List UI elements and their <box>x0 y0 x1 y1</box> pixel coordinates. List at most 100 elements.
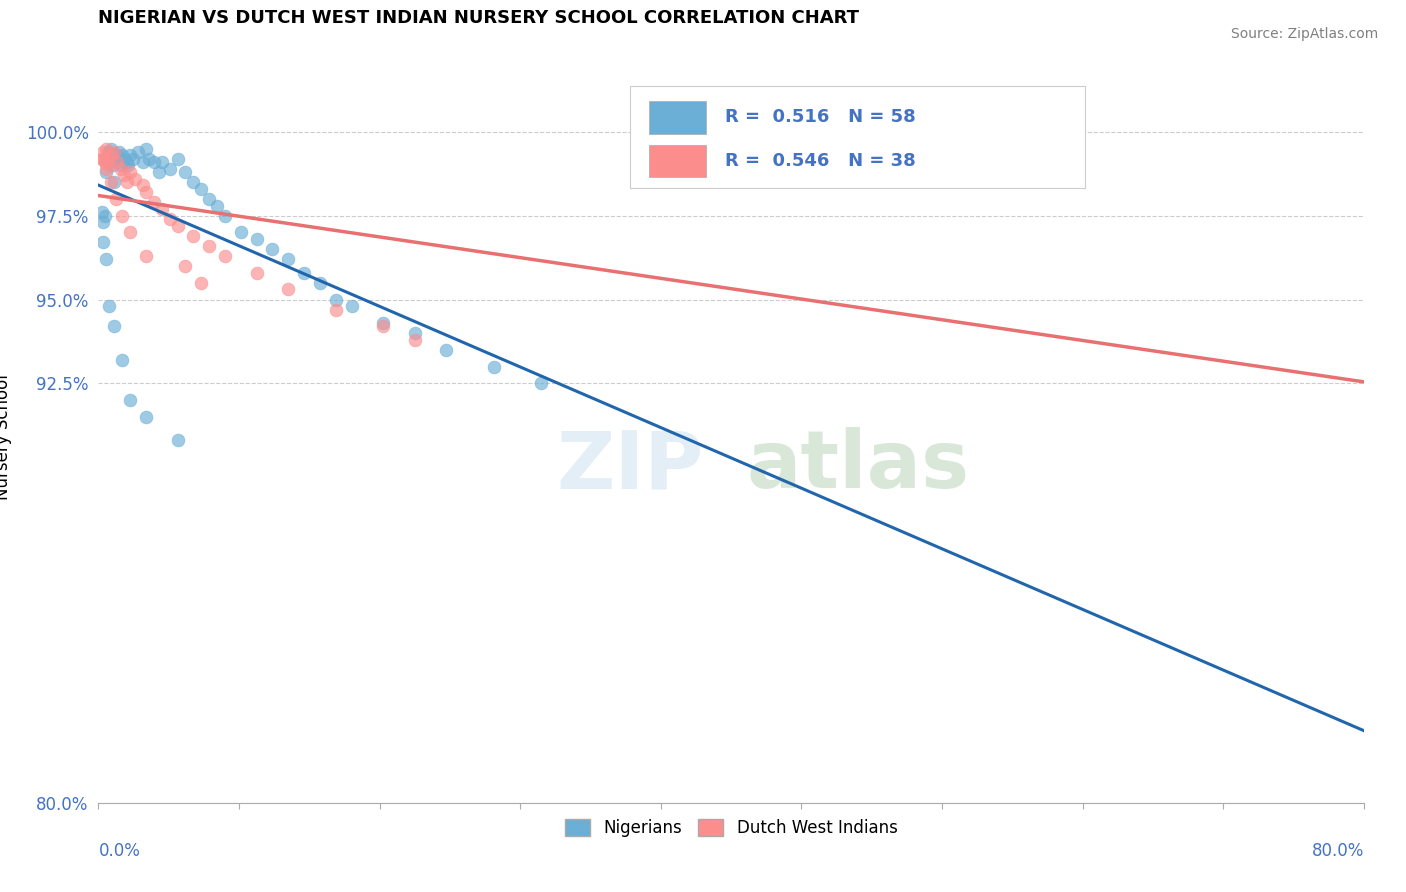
Point <box>104 192 127 206</box>
Point <box>100 175 122 189</box>
Point <box>90 152 112 166</box>
Point <box>93 209 117 223</box>
Point <box>96 161 118 176</box>
Point <box>93 155 117 169</box>
Point <box>110 158 132 172</box>
Point <box>799 128 821 142</box>
Point <box>103 148 125 162</box>
Point <box>90 205 112 219</box>
Point <box>436 343 458 357</box>
Point <box>214 249 236 263</box>
Point <box>371 316 394 330</box>
Point <box>107 155 129 169</box>
Point <box>91 145 114 159</box>
Text: 0.0%: 0.0% <box>98 842 141 860</box>
Text: ZIP: ZIP <box>557 427 703 506</box>
Point <box>530 376 553 391</box>
Point <box>214 209 236 223</box>
Text: R =  0.516   N = 58: R = 0.516 N = 58 <box>725 108 915 126</box>
Point <box>174 259 197 273</box>
Point <box>120 393 141 408</box>
Point <box>115 155 138 169</box>
Point <box>482 359 505 374</box>
FancyBboxPatch shape <box>648 145 706 178</box>
Point <box>108 145 131 159</box>
Point <box>107 148 129 162</box>
Text: Source: ZipAtlas.com: Source: ZipAtlas.com <box>1230 27 1378 41</box>
Point <box>111 209 134 223</box>
FancyBboxPatch shape <box>630 86 1085 188</box>
Point <box>96 252 118 267</box>
Point <box>132 155 155 169</box>
Point <box>325 293 347 307</box>
Point <box>103 145 125 159</box>
Point <box>135 142 157 156</box>
Point <box>198 192 221 206</box>
Legend: Nigerians, Dutch West Indians: Nigerians, Dutch West Indians <box>557 811 905 846</box>
Point <box>111 148 134 162</box>
Point <box>166 219 188 233</box>
Point <box>277 252 299 267</box>
Point <box>100 148 122 162</box>
Point <box>142 195 165 210</box>
Point <box>174 165 197 179</box>
Point <box>111 352 134 367</box>
Point <box>120 226 141 240</box>
Point <box>132 178 155 193</box>
Point <box>142 155 165 169</box>
Point <box>117 158 139 172</box>
Text: atlas: atlas <box>747 427 969 506</box>
Point <box>198 239 221 253</box>
Point <box>103 175 125 189</box>
Point <box>404 333 426 347</box>
Point <box>190 182 212 196</box>
FancyBboxPatch shape <box>648 101 706 134</box>
Point <box>135 249 157 263</box>
Point <box>100 142 122 156</box>
Point <box>96 165 118 179</box>
Point <box>148 165 170 179</box>
Point <box>166 152 188 166</box>
Point <box>112 155 135 169</box>
Point <box>292 266 315 280</box>
Point <box>91 215 114 229</box>
Point <box>96 152 118 166</box>
Point <box>135 409 157 424</box>
Point <box>97 152 120 166</box>
Point <box>183 175 205 189</box>
Point <box>205 198 228 212</box>
Point <box>98 155 121 169</box>
Point <box>135 185 157 199</box>
Point <box>229 226 252 240</box>
Point <box>96 142 118 156</box>
Point <box>103 319 125 334</box>
Point <box>91 235 114 250</box>
Text: 80.0%: 80.0% <box>1312 842 1364 860</box>
Point <box>246 232 269 246</box>
Point <box>112 169 135 183</box>
Point <box>91 152 114 166</box>
Point <box>110 161 132 176</box>
Point <box>122 152 145 166</box>
Point <box>138 152 160 166</box>
Point <box>166 434 188 448</box>
Point <box>159 212 181 227</box>
Point <box>150 202 173 216</box>
Point <box>190 276 212 290</box>
Point <box>127 145 149 159</box>
Point <box>340 299 363 313</box>
Point <box>115 175 138 189</box>
Text: NIGERIAN VS DUTCH WEST INDIAN NURSERY SCHOOL CORRELATION CHART: NIGERIAN VS DUTCH WEST INDIAN NURSERY SC… <box>98 10 859 28</box>
Point <box>104 152 127 166</box>
Point <box>124 171 146 186</box>
Y-axis label: Nursery School: Nursery School <box>0 374 11 500</box>
Point <box>159 161 181 176</box>
Point <box>309 276 332 290</box>
Text: R =  0.546   N = 38: R = 0.546 N = 38 <box>725 152 915 169</box>
Point <box>150 155 173 169</box>
Point <box>120 165 141 179</box>
Point <box>371 319 394 334</box>
Point <box>246 266 269 280</box>
Point <box>101 158 124 172</box>
Point <box>98 299 121 313</box>
